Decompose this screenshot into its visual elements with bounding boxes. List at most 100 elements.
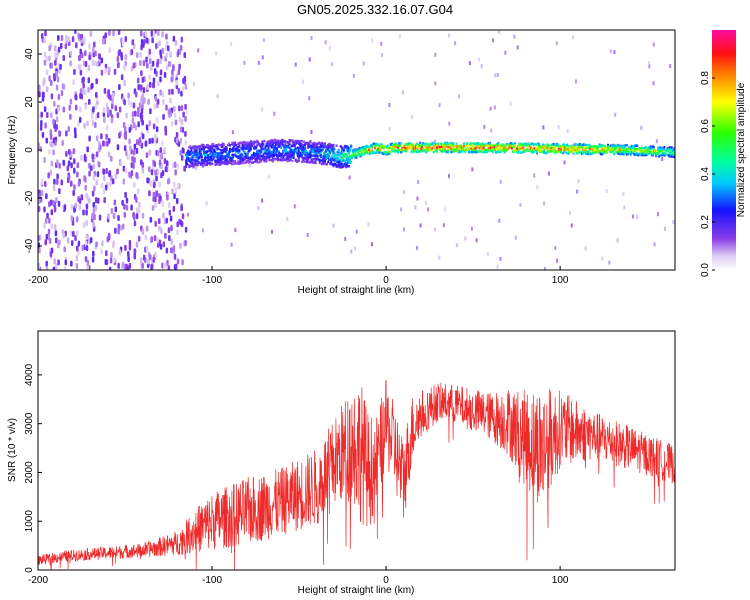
spectrogram-cell (265, 150, 268, 153)
spectrogram-cell (202, 149, 205, 153)
spectrogram-cell (241, 154, 244, 157)
spectrogram-cell (568, 147, 571, 150)
spectrogram-cell (571, 150, 574, 153)
spectrogram-cell (597, 150, 600, 153)
spectrogram-cell (529, 145, 532, 149)
spectrogram-cell (41, 131, 45, 138)
spectrogram-cell (278, 144, 281, 148)
spectrogram-cell (308, 141, 311, 144)
spectrogram-cell (240, 156, 243, 159)
spectrogram-cell (298, 143, 301, 147)
spectrogram-cell (308, 154, 311, 157)
spectrogram-cell (318, 142, 321, 145)
spectrogram-cell (295, 140, 298, 143)
snr-x-tick-label: -100 (202, 575, 222, 586)
spectrogram-cell (341, 153, 344, 156)
spectrogram-cell (407, 144, 410, 148)
spectrogram-cell (657, 148, 660, 151)
spectrogram-cell (43, 77, 46, 84)
spectrogram-cell (527, 149, 530, 152)
spectrogram-cell (278, 152, 281, 155)
spectrogram-cell (532, 142, 535, 146)
spectrogram-cell (614, 112, 617, 117)
spectrogram-cell (189, 144, 192, 148)
spectrogram-cell (287, 151, 290, 154)
spectrogram-cell (165, 217, 169, 224)
spectrogram-cell (357, 149, 360, 153)
spectrogram-cell (300, 154, 303, 158)
spectrogram-cell (50, 223, 54, 230)
spectrogram-cell (413, 147, 416, 151)
spectrogram-cell (50, 209, 54, 216)
spectrogram-cell (352, 154, 355, 158)
spectrogram-cell (219, 159, 222, 162)
spectrogram-cell (317, 150, 320, 153)
spectrogram-cell (644, 148, 647, 151)
spectrogram-cell (285, 148, 288, 151)
spectrogram-cell (97, 161, 101, 168)
spectrogram-cell (348, 157, 351, 161)
spectrogram-cell (622, 192, 625, 197)
spectrogram-cell (56, 178, 59, 185)
spectrogram-cell (318, 146, 321, 149)
spectrogram-cell (365, 144, 368, 148)
spectrogram-cell (148, 48, 152, 55)
spectrogram-cell (496, 72, 499, 77)
spectrogram-cell (496, 151, 499, 154)
spectrogram-cell (152, 123, 156, 130)
spectrogram-cell (156, 237, 159, 244)
spectrogram-cell (272, 147, 275, 150)
spectrogram-cell (152, 256, 155, 263)
spectrogram-cell (242, 161, 245, 165)
spectrogram-cell (537, 146, 540, 150)
spectrogram-cell (309, 156, 312, 159)
spectrogram-cell (184, 130, 187, 137)
spectrogram-cell (366, 150, 369, 153)
spectrogram-cell (210, 155, 213, 159)
spectrogram-cell (547, 144, 550, 148)
spectrogram-cell (671, 152, 674, 155)
spectrogram-cell (384, 152, 387, 155)
spectrogram-cell (446, 150, 449, 154)
spectrogram-cell (311, 160, 314, 163)
spectrogram-cell (72, 148, 76, 155)
spectrogram-cell (431, 146, 434, 150)
spectrogram-cell (529, 149, 532, 153)
spectrogram-cell (589, 145, 592, 149)
spectrogram-cell (282, 154, 285, 158)
spectrogram-cell (76, 245, 79, 252)
spectrogram-cell (298, 152, 301, 156)
spectrogram-cell (320, 159, 323, 162)
spectrogram-cell (580, 143, 583, 147)
spectrogram-cell (501, 148, 504, 152)
spectrogram-cell (64, 259, 68, 266)
spectrogram-cell (122, 261, 125, 268)
spectrogram-cell (648, 146, 651, 150)
spectrogram-cell (551, 146, 554, 150)
spectrogram-cell (523, 143, 526, 147)
spectrogram-cell (416, 146, 419, 149)
spectrogram-cell (190, 162, 193, 165)
spectrogram-cell (140, 257, 143, 264)
spectrogram-cell (216, 94, 219, 99)
spectrogram-cell (419, 223, 422, 228)
spectrogram-cell (459, 147, 462, 151)
spectrogram-cell (289, 155, 292, 159)
spectrogram-cell (434, 227, 437, 232)
spectrogram-cell (425, 148, 428, 152)
spectrogram-cell (60, 90, 64, 97)
spectrogram-cell (666, 146, 669, 150)
spectrogram-cell (650, 154, 653, 157)
spectrogram-cell (149, 216, 153, 223)
spectrogram-cell (256, 139, 259, 143)
spectrogram-cell (242, 142, 245, 145)
spectrogram-cell (247, 142, 250, 146)
spectrogram-cell (306, 155, 309, 159)
spectrogram-cell (409, 144, 412, 147)
spectrogram-cell (85, 192, 88, 199)
spectrogram-cell (283, 139, 286, 143)
spectrogram-cell (284, 140, 287, 143)
spectrogram-cell (532, 147, 535, 150)
spectrogram-cell (74, 94, 78, 101)
spectrogram-cell (318, 161, 321, 165)
